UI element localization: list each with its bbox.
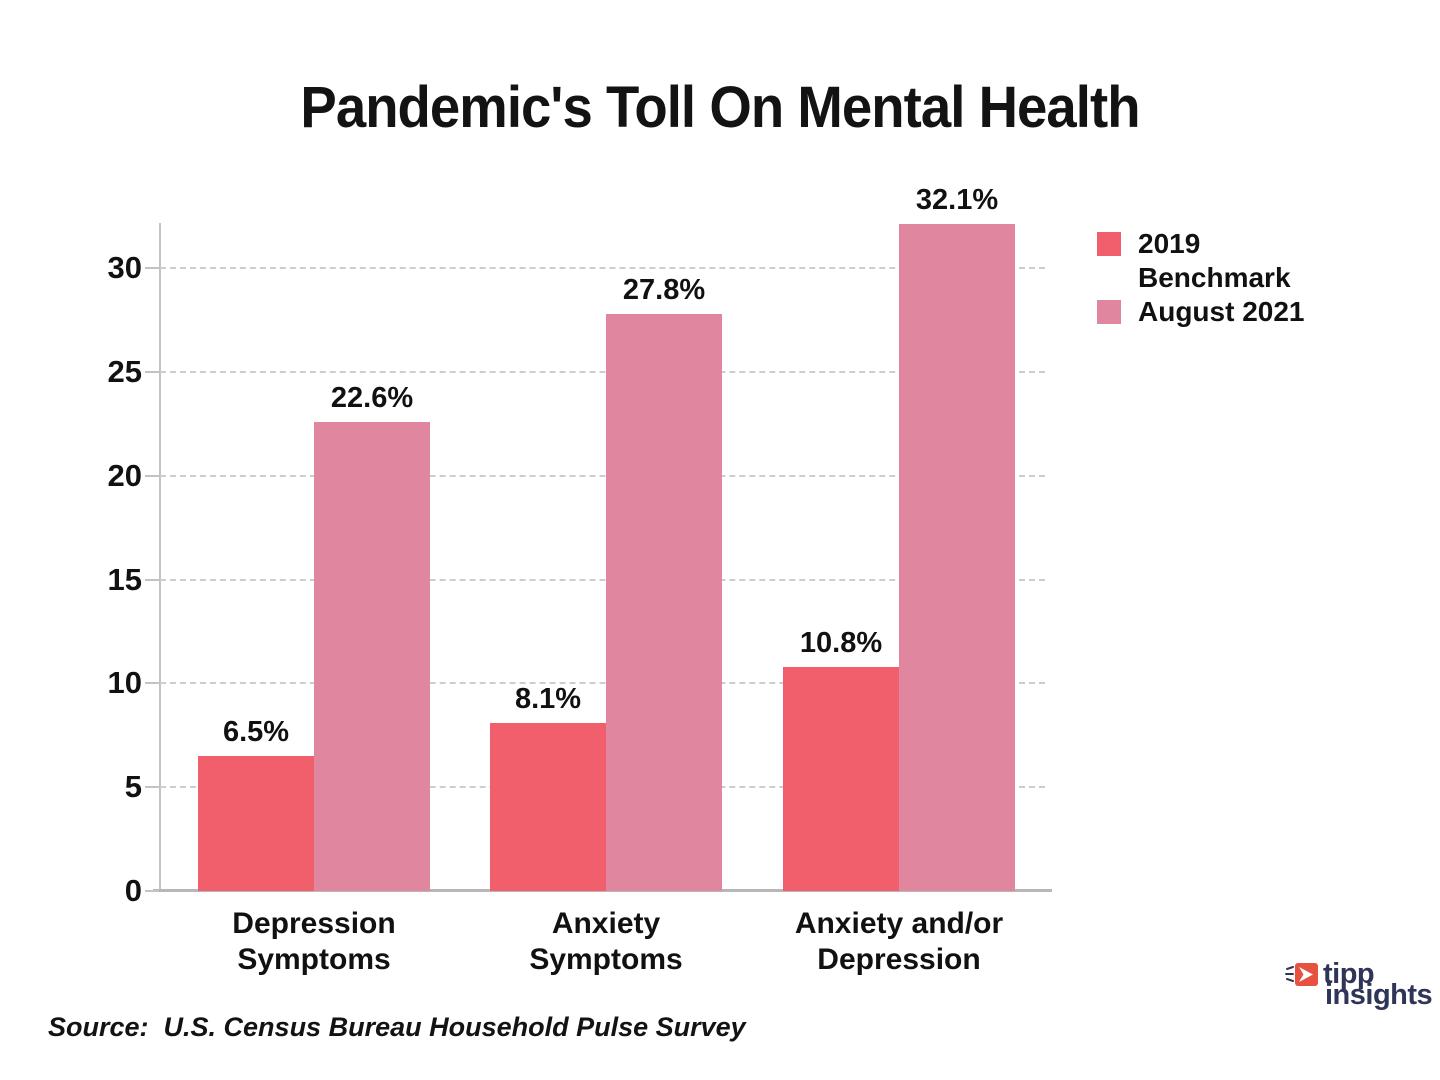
y-tick-30 — [145, 267, 159, 269]
bar-2019-benchmark-2 — [783, 666, 899, 891]
logo-text-tipp: tipp — [1323, 958, 1375, 990]
gridline-10 — [160, 682, 1045, 685]
y-tick-15 — [145, 578, 159, 581]
logo-row-insights: insights — [1325, 979, 1433, 1011]
x-category-label-0: Depression Symptoms — [232, 907, 396, 976]
gridline-15 — [160, 578, 1045, 581]
y-tick-label-5: 5 — [124, 769, 142, 805]
source-note: Source: U.S. Census Bureau Household Pul… — [48, 1012, 746, 1042]
bar-value-label-0-2: 10.8% — [799, 626, 883, 659]
bar-value-label-0-1: 8.1% — [514, 682, 582, 715]
bar-value-label-1-1: 27.8% — [622, 273, 706, 306]
y-tick-label-30: 30 — [107, 250, 142, 285]
y-axis-line — [159, 223, 161, 891]
tipp-arrow-icon — [1285, 963, 1318, 986]
y-tick-label-20: 20 — [107, 457, 142, 493]
legend-label-august-2021: August 2021 — [1138, 296, 1305, 327]
chart-title: Pandemic's Toll On Mental Health — [300, 75, 1140, 140]
y-tick-25 — [145, 370, 159, 373]
x-category-label-1: Anxiety Symptoms — [529, 907, 683, 976]
y-tick-label-0: 0 — [124, 873, 142, 908]
y-tick-5 — [145, 786, 159, 789]
bar-august-2021-2 — [899, 224, 1015, 891]
bar-august-2021-0 — [314, 421, 430, 891]
logo-row-tipp: tipp — [1284, 958, 1432, 990]
logo-text-insights: insights — [1325, 979, 1433, 1011]
legend-item-august-2021: August 2021 — [1097, 295, 1305, 329]
gridline-25 — [160, 370, 1045, 373]
chart-legend: 2019 Benchmark August 2021 — [1097, 227, 1305, 329]
y-tick-label-10: 10 — [107, 665, 142, 701]
gridline-30 — [160, 267, 1045, 269]
legend-item-2019-benchmark: 2019 Benchmark — [1097, 227, 1305, 295]
x-category-label-2: Anxiety and/or Depression — [794, 907, 1004, 976]
y-tick-label-15: 15 — [107, 561, 142, 597]
legend-swatch-august-2021 — [1097, 300, 1121, 324]
y-tick-0 — [145, 890, 159, 892]
bar-august-2021-1 — [606, 313, 722, 891]
tipp-insights-logo: tipp insights — [1284, 958, 1433, 1011]
bar-value-label-1-2: 32.1% — [915, 184, 999, 217]
gridline-20 — [160, 474, 1045, 477]
bar-2019-benchmark-0 — [198, 756, 314, 891]
y-tick-10 — [145, 682, 159, 685]
bar-value-label-0-0: 6.5% — [222, 716, 290, 749]
legend-swatch-2019-benchmark — [1097, 232, 1121, 256]
legend-label-2019-benchmark: 2019 Benchmark — [1138, 228, 1291, 293]
y-tick-20 — [145, 474, 159, 477]
y-tick-label-25: 25 — [107, 353, 142, 389]
bar-2019-benchmark-1 — [490, 722, 606, 891]
bar-value-label-1-0: 22.6% — [330, 381, 414, 414]
